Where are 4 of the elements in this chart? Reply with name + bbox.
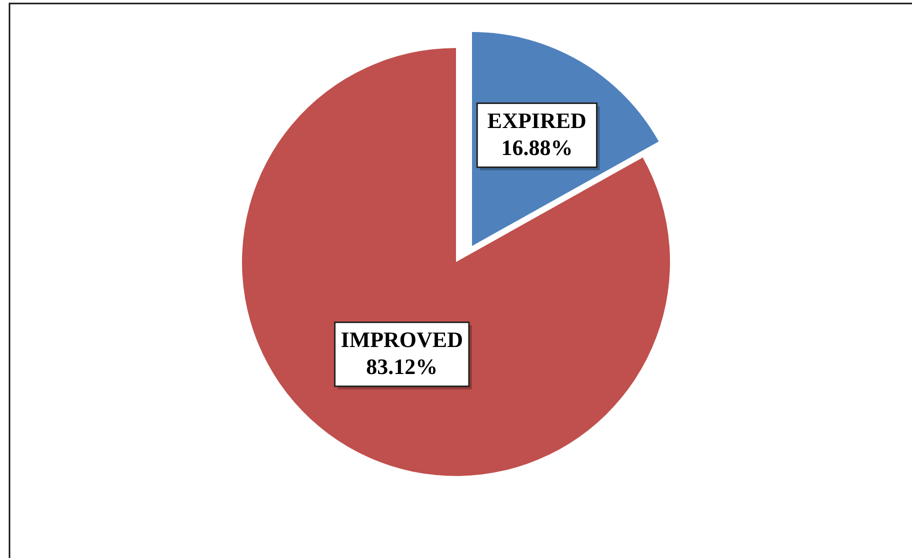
slice-label: IMPROVED <box>340 327 463 352</box>
slice-label: EXPIRED <box>487 108 586 134</box>
data-label: 83.12% <box>366 354 438 380</box>
data-label: 16.88% <box>501 135 573 160</box>
